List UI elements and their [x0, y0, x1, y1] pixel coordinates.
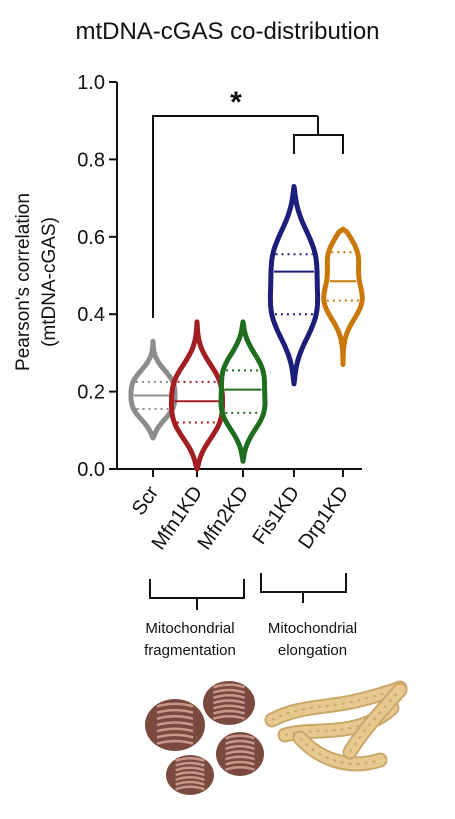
- y-tick-label: 0.2: [77, 382, 105, 404]
- y-axis-label-line1: Pearson's correlation: [13, 193, 34, 371]
- group-label-elongation: Mitochondrial elongation: [250, 618, 375, 662]
- elongated-mitochondria-illustration: [264, 680, 408, 772]
- violin-mfn2kd: [218, 319, 268, 464]
- violin-fis1kd: [267, 184, 321, 387]
- fragmented-mitochondrion: [216, 732, 264, 776]
- group-label-fragmentation: Mitochondrial fragmentation: [120, 618, 260, 662]
- mitochondrion-cristae: [271, 687, 401, 721]
- mitochondrion-cristae: [175, 756, 205, 791]
- mitochondrion-cristae: [299, 737, 381, 765]
- group-label-elongation-line1: Mitochondrial: [267, 620, 358, 637]
- y-tick-label: 0.8: [77, 149, 105, 171]
- significance-star: *: [230, 86, 242, 119]
- y-tick-label: 0.4: [77, 304, 105, 326]
- mitochondrion-cristae: [225, 734, 255, 771]
- fragmented-mitochondrion: [166, 755, 214, 795]
- fragmented-mitochondrion: [203, 681, 255, 725]
- y-tick-label: 0.0: [77, 459, 105, 481]
- fragmented-mitochondria-illustration: [145, 681, 264, 795]
- significance-sub-bracket: [293, 116, 344, 154]
- violin-drp1kd: [321, 226, 365, 367]
- group-bracket-elongation: [260, 573, 347, 603]
- mitochondrion-cristae: [349, 689, 401, 753]
- fragmented-mitochondrion: [145, 699, 205, 751]
- chart-title: mtDNA-cGAS co-distribution: [75, 18, 380, 45]
- violin-mfn1kd: [168, 319, 226, 472]
- y-tick-label: 1.0: [77, 72, 105, 94]
- mitochondrion-cristae: [156, 702, 194, 745]
- group-label-fragmentation-line2: fragmentation: [144, 642, 236, 659]
- group-bracket-fragmentation: [149, 579, 245, 610]
- mitochondrion-cristae: [213, 683, 245, 720]
- significance-bracket: [152, 115, 318, 318]
- group-label-fragmentation-line1: Mitochondrial: [145, 620, 235, 637]
- group-label-elongation-line2: elongation: [277, 642, 348, 659]
- y-tick-label: 0.6: [77, 227, 105, 249]
- y-axis-label-line2: (mtDNA-cGAS): [39, 217, 60, 347]
